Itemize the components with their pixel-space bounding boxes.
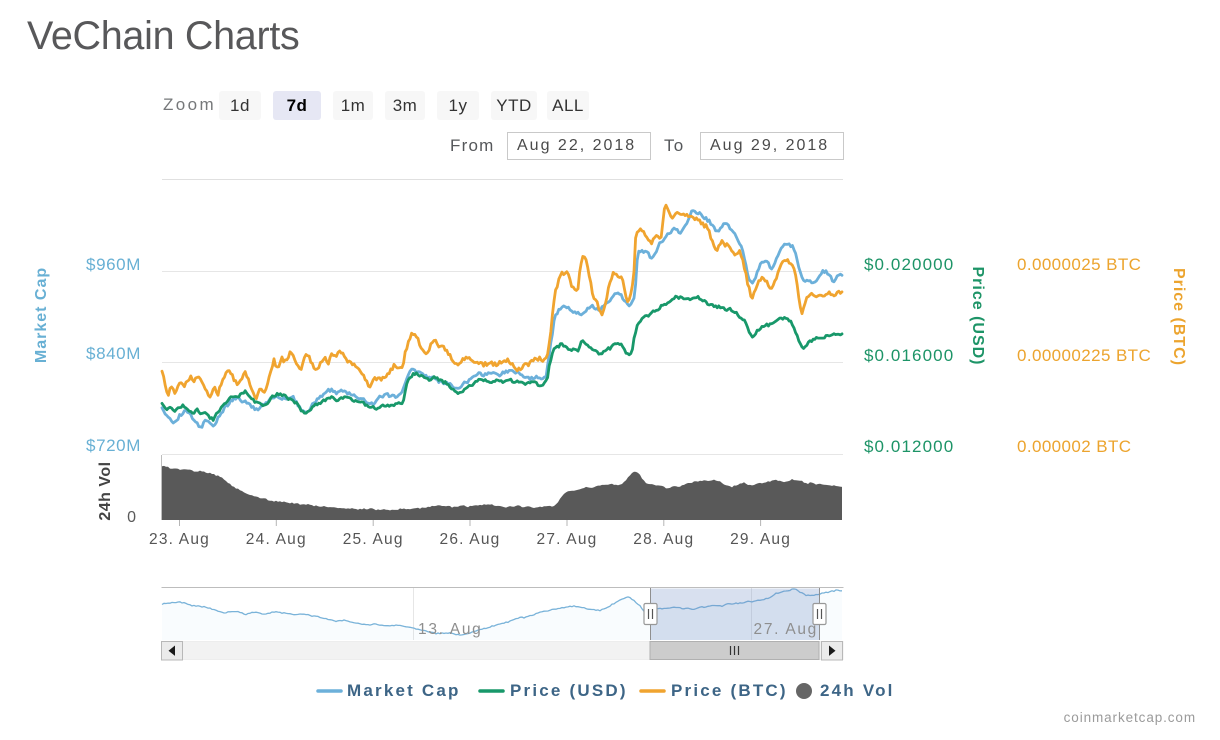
svg-text:28. Aug: 28. Aug xyxy=(633,531,694,548)
svg-text:27. Aug: 27. Aug xyxy=(754,621,818,638)
svg-text:29. Aug: 29. Aug xyxy=(730,531,791,548)
svg-text:$0.012000: $0.012000 xyxy=(864,437,954,456)
svg-text:Price (BTC): Price (BTC) xyxy=(1170,268,1187,366)
svg-text:24h Vol: 24h Vol xyxy=(820,681,895,700)
svg-text:0.0000025 BTC: 0.0000025 BTC xyxy=(1017,255,1141,274)
svg-text:23. Aug: 23. Aug xyxy=(149,531,210,548)
svg-text:0: 0 xyxy=(127,509,136,526)
svg-text:Market Cap: Market Cap xyxy=(33,267,50,363)
svg-text:0.00000225 BTC: 0.00000225 BTC xyxy=(1017,346,1151,365)
svg-text:24h Vol: 24h Vol xyxy=(97,461,114,520)
svg-text:$720M: $720M xyxy=(86,436,141,455)
svg-text:Price (USD): Price (USD) xyxy=(510,681,628,700)
svg-text:25. Aug: 25. Aug xyxy=(343,531,404,548)
svg-text:$0.016000: $0.016000 xyxy=(864,346,954,365)
svg-text:$960M: $960M xyxy=(86,255,141,274)
svg-text:Price (USD): Price (USD) xyxy=(969,266,986,365)
svg-text:$0.020000: $0.020000 xyxy=(864,255,954,274)
svg-text:0.000002 BTC: 0.000002 BTC xyxy=(1017,437,1131,456)
svg-text:26. Aug: 26. Aug xyxy=(440,531,501,548)
svg-text:27. Aug: 27. Aug xyxy=(537,531,598,548)
svg-text:13. Aug: 13. Aug xyxy=(418,621,482,638)
svg-text:coinmarketcap.com: coinmarketcap.com xyxy=(1064,710,1196,725)
svg-text:$840M: $840M xyxy=(86,344,141,363)
svg-text:24. Aug: 24. Aug xyxy=(246,531,307,548)
svg-text:Market Cap: Market Cap xyxy=(347,681,461,700)
svg-text:Price (BTC): Price (BTC) xyxy=(671,681,788,700)
